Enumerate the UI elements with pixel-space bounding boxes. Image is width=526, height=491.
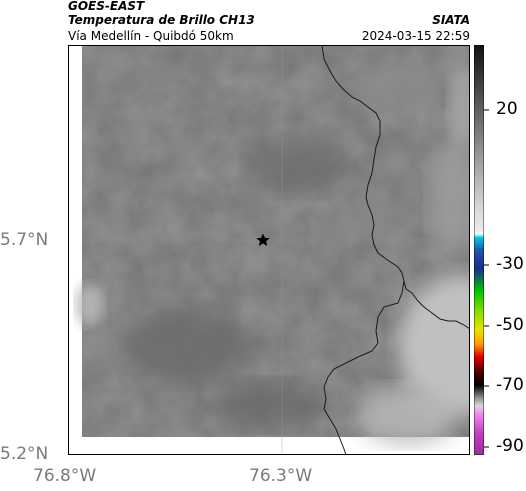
department-border-south — [323, 280, 405, 455]
product-title: Temperatura de Brillo CH13 — [68, 13, 255, 27]
colorbar-ticks — [484, 109, 489, 448]
satellite-title: GOES-EAST — [68, 0, 145, 13]
datetime-label: 2024-03-15 22:59 — [361, 29, 470, 43]
organization-label: SIATA — [432, 13, 470, 27]
colorbar-label: 20 — [496, 99, 518, 119]
lat-tick-label: 5.7°N — [0, 230, 49, 250]
location-label: Vía Medellín - Quibdó 50km — [68, 29, 234, 43]
map-border — [68, 45, 470, 455]
colorbar-label: -70 — [496, 375, 524, 395]
satellite-map — [68, 45, 470, 455]
colorbar-label: -90 — [496, 436, 524, 456]
lat-tick-label: 5.2°N — [0, 444, 49, 464]
star-marker — [256, 233, 270, 247]
colorbar — [474, 45, 484, 455]
lon-tick-label: 76.8°W — [33, 466, 97, 486]
lon-tick-label: 76.3°W — [249, 466, 313, 486]
colorbar-label: -30 — [496, 254, 524, 274]
department-border — [321, 45, 470, 330]
imagery-field — [76, 45, 470, 445]
colorbar-label: -50 — [496, 315, 524, 335]
